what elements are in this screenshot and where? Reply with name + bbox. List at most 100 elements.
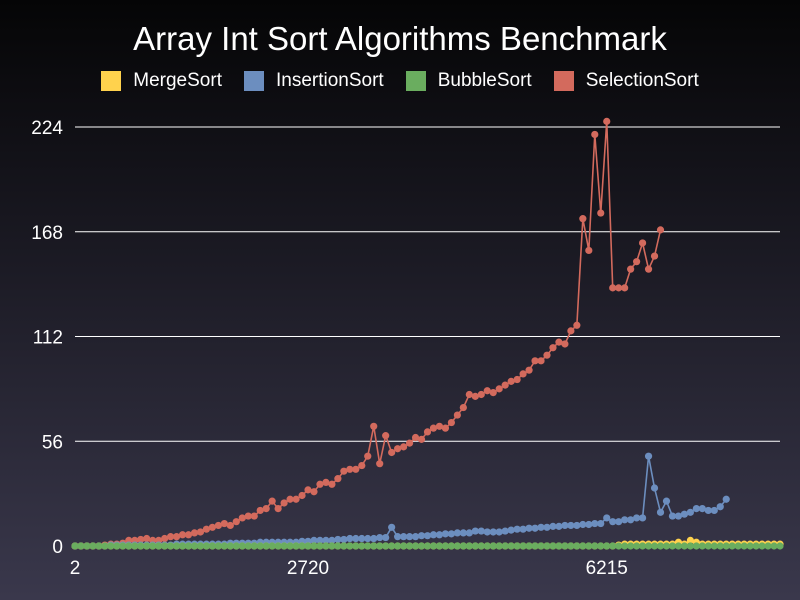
data-point-bubblesort <box>758 542 766 550</box>
data-point-selectionsort <box>423 428 432 436</box>
data-point-insertionsort <box>549 522 557 530</box>
legend-item-insertionsort[interactable]: InsertionSort <box>243 70 384 92</box>
data-point-selectionsort <box>232 518 240 526</box>
data-point-selectionsort <box>143 534 151 543</box>
data-point-selectionsort <box>543 351 551 359</box>
data-point-selectionsort <box>328 480 336 488</box>
data-point-insertionsort <box>621 516 629 524</box>
data-point-insertionsort <box>537 523 545 531</box>
data-point-insertionsort <box>698 504 706 513</box>
data-point-bubblesort <box>89 542 97 550</box>
data-point-insertionsort <box>561 521 569 530</box>
data-point-insertionsort <box>650 484 659 492</box>
data-point-bubblesort <box>633 542 641 550</box>
data-point-bubblesort <box>740 542 748 550</box>
y-tick-label: 56 <box>42 432 63 453</box>
data-point-bubblesort <box>190 542 199 550</box>
data-point-insertionsort <box>686 508 694 516</box>
data-point-insertionsort <box>370 534 378 543</box>
data-point-selectionsort <box>166 533 175 541</box>
data-point-selectionsort <box>226 521 234 530</box>
legend-item-selectionsort[interactable]: SelectionSort <box>553 70 699 92</box>
data-point-insertionsort <box>722 495 730 503</box>
data-point-bubblesort <box>471 542 479 550</box>
data-point-bubblesort <box>704 542 712 550</box>
data-point-insertionsort <box>328 536 336 544</box>
y-tick-label: 168 <box>31 223 63 244</box>
data-point-selectionsort <box>250 512 258 520</box>
data-point-insertionsort <box>656 508 665 516</box>
data-point-insertionsort <box>322 536 330 544</box>
data-point-bubblesort <box>722 542 730 550</box>
x-tick-label: 6215 <box>586 558 628 579</box>
data-point-bubblesort <box>573 542 581 550</box>
data-point-insertionsort <box>567 521 575 530</box>
data-point-insertionsort <box>519 525 527 533</box>
data-point-mergesort <box>686 536 694 544</box>
data-point-bubblesort <box>364 542 372 550</box>
data-point-bubblesort <box>149 542 157 550</box>
data-point-selectionsort <box>507 377 515 385</box>
data-point-bubblesort <box>662 542 671 550</box>
data-point-selectionsort <box>447 418 455 427</box>
data-point-insertionsort <box>423 532 432 540</box>
data-point-bubblesort <box>543 542 551 550</box>
data-point-bubblesort <box>656 542 665 550</box>
data-point-bubblesort <box>250 542 258 550</box>
data-point-selectionsort <box>334 475 342 483</box>
data-point-selectionsort <box>465 390 473 399</box>
data-point-bubblesort <box>286 542 294 550</box>
data-point-insertionsort <box>352 534 360 543</box>
data-point-bubblesort <box>680 542 689 550</box>
legend-label-insertionsort: InsertionSort <box>275 70 384 91</box>
data-point-bubblesort <box>423 542 432 550</box>
data-point-insertionsort <box>429 531 438 539</box>
data-point-selectionsort <box>184 531 193 539</box>
data-point-selectionsort <box>346 465 354 473</box>
data-point-selectionsort <box>603 117 611 125</box>
data-point-bubblesort <box>184 542 193 550</box>
data-point-selectionsort <box>579 215 587 223</box>
data-point-bubblesort <box>609 542 617 550</box>
data-point-selectionsort <box>316 480 324 488</box>
data-point-selectionsort <box>549 344 557 352</box>
data-point-bubblesort <box>71 542 79 550</box>
data-point-bubblesort <box>352 542 360 550</box>
data-point-bubblesort <box>686 542 694 550</box>
data-point-selectionsort <box>280 499 288 507</box>
data-point-selectionsort <box>633 258 641 266</box>
legend-swatch-insertionsort <box>243 71 264 91</box>
data-point-insertionsort <box>716 503 724 511</box>
data-point-bubblesort <box>238 542 246 550</box>
data-point-bubblesort <box>411 542 420 550</box>
data-point-bubblesort <box>172 542 181 550</box>
data-point-selectionsort <box>597 209 605 217</box>
data-point-bubblesort <box>477 542 485 550</box>
data-point-bubblesort <box>298 542 306 550</box>
data-point-selectionsort <box>298 491 306 500</box>
data-point-insertionsort <box>382 533 390 542</box>
data-point-selectionsort <box>274 504 282 513</box>
data-point-bubblesort <box>501 542 509 550</box>
data-point-selectionsort <box>411 433 420 442</box>
data-point-bubblesort <box>519 542 527 550</box>
data-point-insertionsort <box>603 514 611 522</box>
legend-label-selectionsort: SelectionSort <box>585 70 699 91</box>
legend-item-bubblesort[interactable]: BubbleSort <box>405 70 532 92</box>
data-point-bubblesort <box>161 542 169 550</box>
data-point-bubblesort <box>429 542 438 550</box>
data-point-bubblesort <box>340 542 348 550</box>
data-point-selectionsort <box>394 445 402 453</box>
data-point-insertionsort <box>579 520 587 529</box>
data-point-selectionsort <box>531 357 539 365</box>
data-point-insertionsort <box>501 527 509 535</box>
data-point-insertionsort <box>453 529 461 537</box>
legend-item-mergesort[interactable]: MergeSort <box>101 70 222 92</box>
data-point-insertionsort <box>477 527 485 535</box>
data-point-insertionsort <box>376 533 384 542</box>
series-selectionsort <box>71 117 665 550</box>
data-point-insertionsort <box>573 521 581 530</box>
data-point-insertionsort <box>411 533 420 541</box>
series-bubblesort <box>71 542 784 550</box>
